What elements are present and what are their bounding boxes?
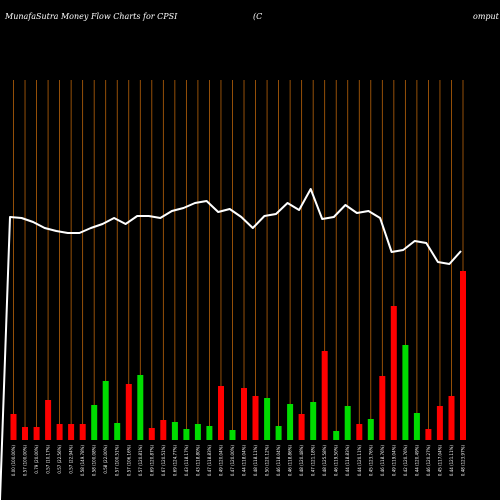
x-tick-label: 0.58 (100.08%): [92, 445, 97, 477]
money-flow-bar: [137, 375, 144, 440]
money-flow-bar: [102, 381, 109, 440]
money-flow-bar: [402, 345, 409, 440]
x-tick-label: 0.44 (118.83%): [345, 445, 350, 477]
x-tick-label: 0.48 (120.48%): [299, 445, 304, 477]
money-flow-bar: [68, 424, 75, 440]
money-flow-bar: [218, 386, 224, 440]
x-tick-label: 0.47 (121.18%): [311, 445, 316, 477]
money-flow-bar: [275, 426, 282, 440]
money-flow-bar: [367, 419, 374, 440]
x-tick-label: 0.57 (106.16%): [126, 445, 131, 477]
money-flow-bar: [425, 429, 432, 440]
money-flow-bar: [298, 414, 305, 440]
money-flow-bars: [10, 271, 466, 440]
money-flow-bar: [10, 414, 17, 440]
money-flow-bar: [22, 427, 28, 440]
money-flow-bar: [379, 376, 386, 440]
x-tick-label: 0.44 (118.04%): [242, 445, 247, 477]
money-flow-bar: [241, 388, 247, 440]
chart-title-middle: (C: [253, 12, 262, 21]
money-flow-bar: [287, 404, 294, 440]
money-flow-bar: [264, 398, 271, 440]
money-flow-bar: [183, 429, 190, 440]
x-axis-tick-labels: 0.00 (100.00%) 0.57 (100.00%) 0.79 (20.00%…: [11, 445, 466, 477]
chart-title: MunafaSutra Money Flow Charts for CPSI: [4, 12, 178, 21]
money-flow-bar: [252, 396, 259, 440]
money-flow-bar: [160, 420, 167, 440]
x-tick-label: 0.58 (149.78%): [80, 445, 85, 477]
money-flow-bar: [436, 406, 443, 440]
x-tick-label: 0.43 (118.17%): [184, 445, 189, 477]
x-tick-label: 0.57 (120.81%): [138, 445, 143, 477]
money-flow-bar: [148, 428, 155, 440]
money-flow-bar: [310, 402, 317, 440]
x-tick-label: 0.50 (120.12%): [265, 445, 270, 477]
x-tick-label: 0.69 (124.77%): [172, 445, 177, 477]
x-tick-label: 0.47 (118.83%): [207, 445, 212, 477]
x-tick-label: 0.48 (125.58%): [322, 445, 327, 477]
money-flow-bar: [33, 427, 40, 440]
x-tick-label: 0.47 (120.00%): [230, 445, 235, 477]
x-tick-label: 0.43 (118.80%): [195, 445, 200, 477]
money-flow-bar: [460, 271, 466, 440]
x-tick-label: 0.00 (100.00%): [11, 445, 16, 477]
money-flow-bar: [344, 406, 351, 440]
x-tick-label: 0.57 (10.17%): [46, 445, 51, 474]
x-tick-label: 0.79 (20.00%): [34, 445, 39, 474]
money-flow-bar: [413, 413, 420, 440]
x-tick-label: 0.57 (100.51%): [115, 445, 120, 477]
money-flow-bar: [125, 384, 132, 440]
money-flow-bar: [229, 430, 236, 440]
money-flow-bar: [114, 423, 121, 440]
money-flow-bar: [390, 306, 397, 440]
x-tick-label: 0.67 (120.51%): [161, 445, 166, 477]
money-flow-bar: [333, 431, 340, 440]
x-tick-label: 0.42 (120.76%): [403, 445, 408, 477]
x-tick-label: 0.44 (120.49%): [414, 445, 419, 477]
x-tick-label: 0.48 (118.11%): [253, 445, 258, 477]
x-tick-label: 0.49 (119.04%): [391, 445, 396, 477]
x-tick-label: 0.46 (120.27%): [426, 445, 431, 477]
x-tick-label: 0.57 (22.94%): [69, 445, 74, 474]
money-flow-bar: [356, 424, 363, 440]
x-tick-label: 0.58 (22.00%): [103, 445, 108, 474]
x-tick-label: 0.44 (120.11%): [357, 445, 362, 477]
gridlines: [13, 80, 464, 440]
money-flow-bar: [448, 396, 455, 440]
x-tick-label: 0.57 (22.56%): [57, 445, 62, 474]
x-tick-label: 0.45 (117.04%): [437, 445, 442, 477]
money-flow-bar: [56, 424, 63, 440]
money-flow-bar: [194, 424, 201, 440]
money-flow-bar: [91, 405, 98, 440]
x-tick-label: 0.46 (119.50%): [334, 445, 339, 477]
x-tick-label: 0.69 (120.87%): [149, 445, 154, 477]
money-flow-bar: [171, 422, 178, 440]
money-flow-bar: [321, 351, 328, 440]
x-tick-label: 0.48 (123.97%): [461, 445, 466, 477]
money-flow-bar: [79, 424, 86, 440]
money-flow-bar: [45, 400, 52, 440]
x-tick-label: 0.45 (123.76%): [368, 445, 373, 477]
price-line: [0, 188, 462, 500]
x-tick-label: 0.46 (118.76%): [380, 445, 385, 477]
chart-title-right: omput: [473, 12, 500, 21]
x-tick-label: 0.46 (118.04%): [276, 445, 281, 477]
x-tick-label: 0.49 (120.04%): [219, 445, 224, 477]
x-tick-label: 0.57 (100.00%): [23, 445, 28, 477]
x-tick-label: 0.44 (121.11%): [449, 445, 454, 477]
money-flow-bar: [206, 426, 213, 440]
x-tick-label: 0.46 (118.86%): [288, 445, 293, 477]
